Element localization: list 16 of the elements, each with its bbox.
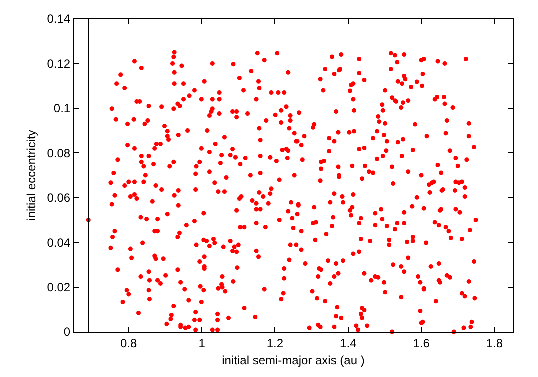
y-tick-label: 0.12 <box>47 56 71 71</box>
x-tick-label: 1.6 <box>413 336 430 350</box>
y-axis-title: initial eccentricity <box>24 130 39 221</box>
x-tick-label: 1.2 <box>266 336 284 350</box>
x-tick-label: 0.8 <box>120 336 138 350</box>
x-tick-label: 1.8 <box>486 336 504 350</box>
y-tick-label: 0 <box>64 325 71 340</box>
y-tick-label: 0.14 <box>47 12 71 26</box>
x-tick-label: 1.4 <box>340 336 358 350</box>
y-tick-label: 0.1 <box>54 102 71 116</box>
y-tick-label: 0.02 <box>47 280 71 294</box>
x-tick-label: 1 <box>198 336 206 350</box>
x-axis-title: initial semi-major axis (au ) <box>222 353 365 368</box>
y-tick-label: 0.04 <box>47 236 71 250</box>
y-tick-label: 0.06 <box>47 191 71 206</box>
y-tick-label: 0.08 <box>47 146 71 160</box>
